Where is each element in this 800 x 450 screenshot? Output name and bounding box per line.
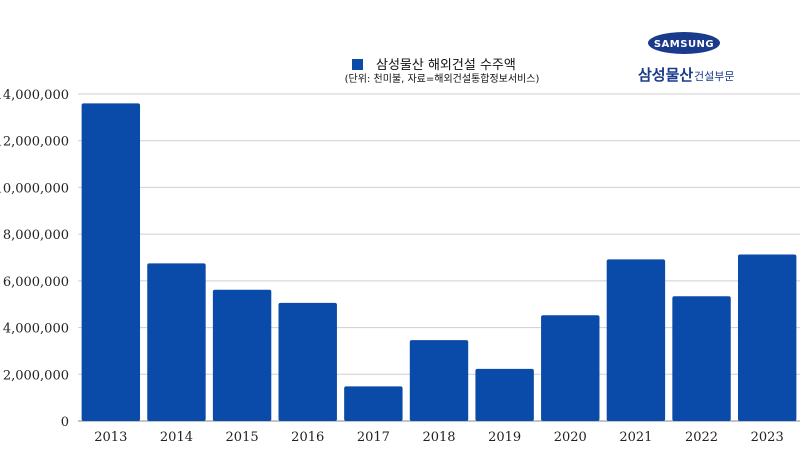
bar-2019: [475, 368, 534, 421]
legend-label: 삼성물산 해외건설 수주액: [376, 58, 516, 73]
legend: 삼성물산 해외건설 수주액 (단위: 천미불, 자료=해외건설통합정보서비스): [345, 58, 540, 85]
legend-swatch: [352, 59, 363, 70]
x-tick-label: 2023: [751, 430, 784, 445]
bar-2016: [278, 302, 337, 421]
x-tick-label: 2019: [488, 430, 521, 445]
x-axis: 2013 2014 2015 2016 2017 2018 2019 2020 2021 2022…: [94, 430, 783, 445]
bar-2017: [344, 386, 403, 421]
x-tick-label: 2021: [619, 430, 652, 445]
bars: [81, 103, 797, 421]
y-tick-label: 0: [61, 415, 69, 430]
company-name: 삼성물산: [638, 66, 693, 84]
y-tick-label: 6,000,000: [3, 275, 69, 290]
x-tick-label: 2018: [422, 430, 455, 445]
x-tick-label: 2014: [160, 430, 193, 445]
y-tick-label: 12,000,000: [0, 135, 69, 150]
samsung-logo-oval: [648, 32, 720, 54]
x-tick-label: 2016: [291, 430, 324, 445]
y-tick-label: 8,000,000: [3, 228, 69, 243]
samsung-logo-word: SAMSUNG: [654, 39, 714, 50]
unit-note: (단위: 천미불, 자료=해외건설통합정보서비스): [345, 72, 540, 85]
x-tick-label: 2017: [357, 430, 390, 445]
y-tick-label: 10,000,000: [0, 181, 69, 196]
bar-2015: [212, 289, 272, 421]
x-tick-label: 2015: [226, 430, 259, 445]
bar-2014: [147, 263, 206, 421]
bar-2022: [672, 296, 731, 421]
bar-2023: [737, 254, 797, 421]
y-tick-label: 14,000,000: [0, 88, 69, 103]
samsung-logo: SAMSUNG 삼성물산 건설부문: [638, 32, 734, 84]
x-tick-label: 2022: [685, 430, 718, 445]
y-tick-label: 4,000,000: [3, 322, 69, 337]
y-axis: 0 2,000,000 4,000,000 6,000,000 8,000,000 10,…: [0, 88, 69, 430]
bar-2021: [606, 259, 666, 421]
bar-2018: [409, 340, 469, 421]
bar-2020: [541, 315, 600, 421]
division-name: 건설부문: [694, 70, 734, 83]
y-tick-label: 2,000,000: [3, 368, 69, 383]
x-tick-label: 2020: [554, 430, 587, 445]
bar-2013: [81, 103, 141, 421]
x-tick-label: 2013: [94, 430, 127, 445]
